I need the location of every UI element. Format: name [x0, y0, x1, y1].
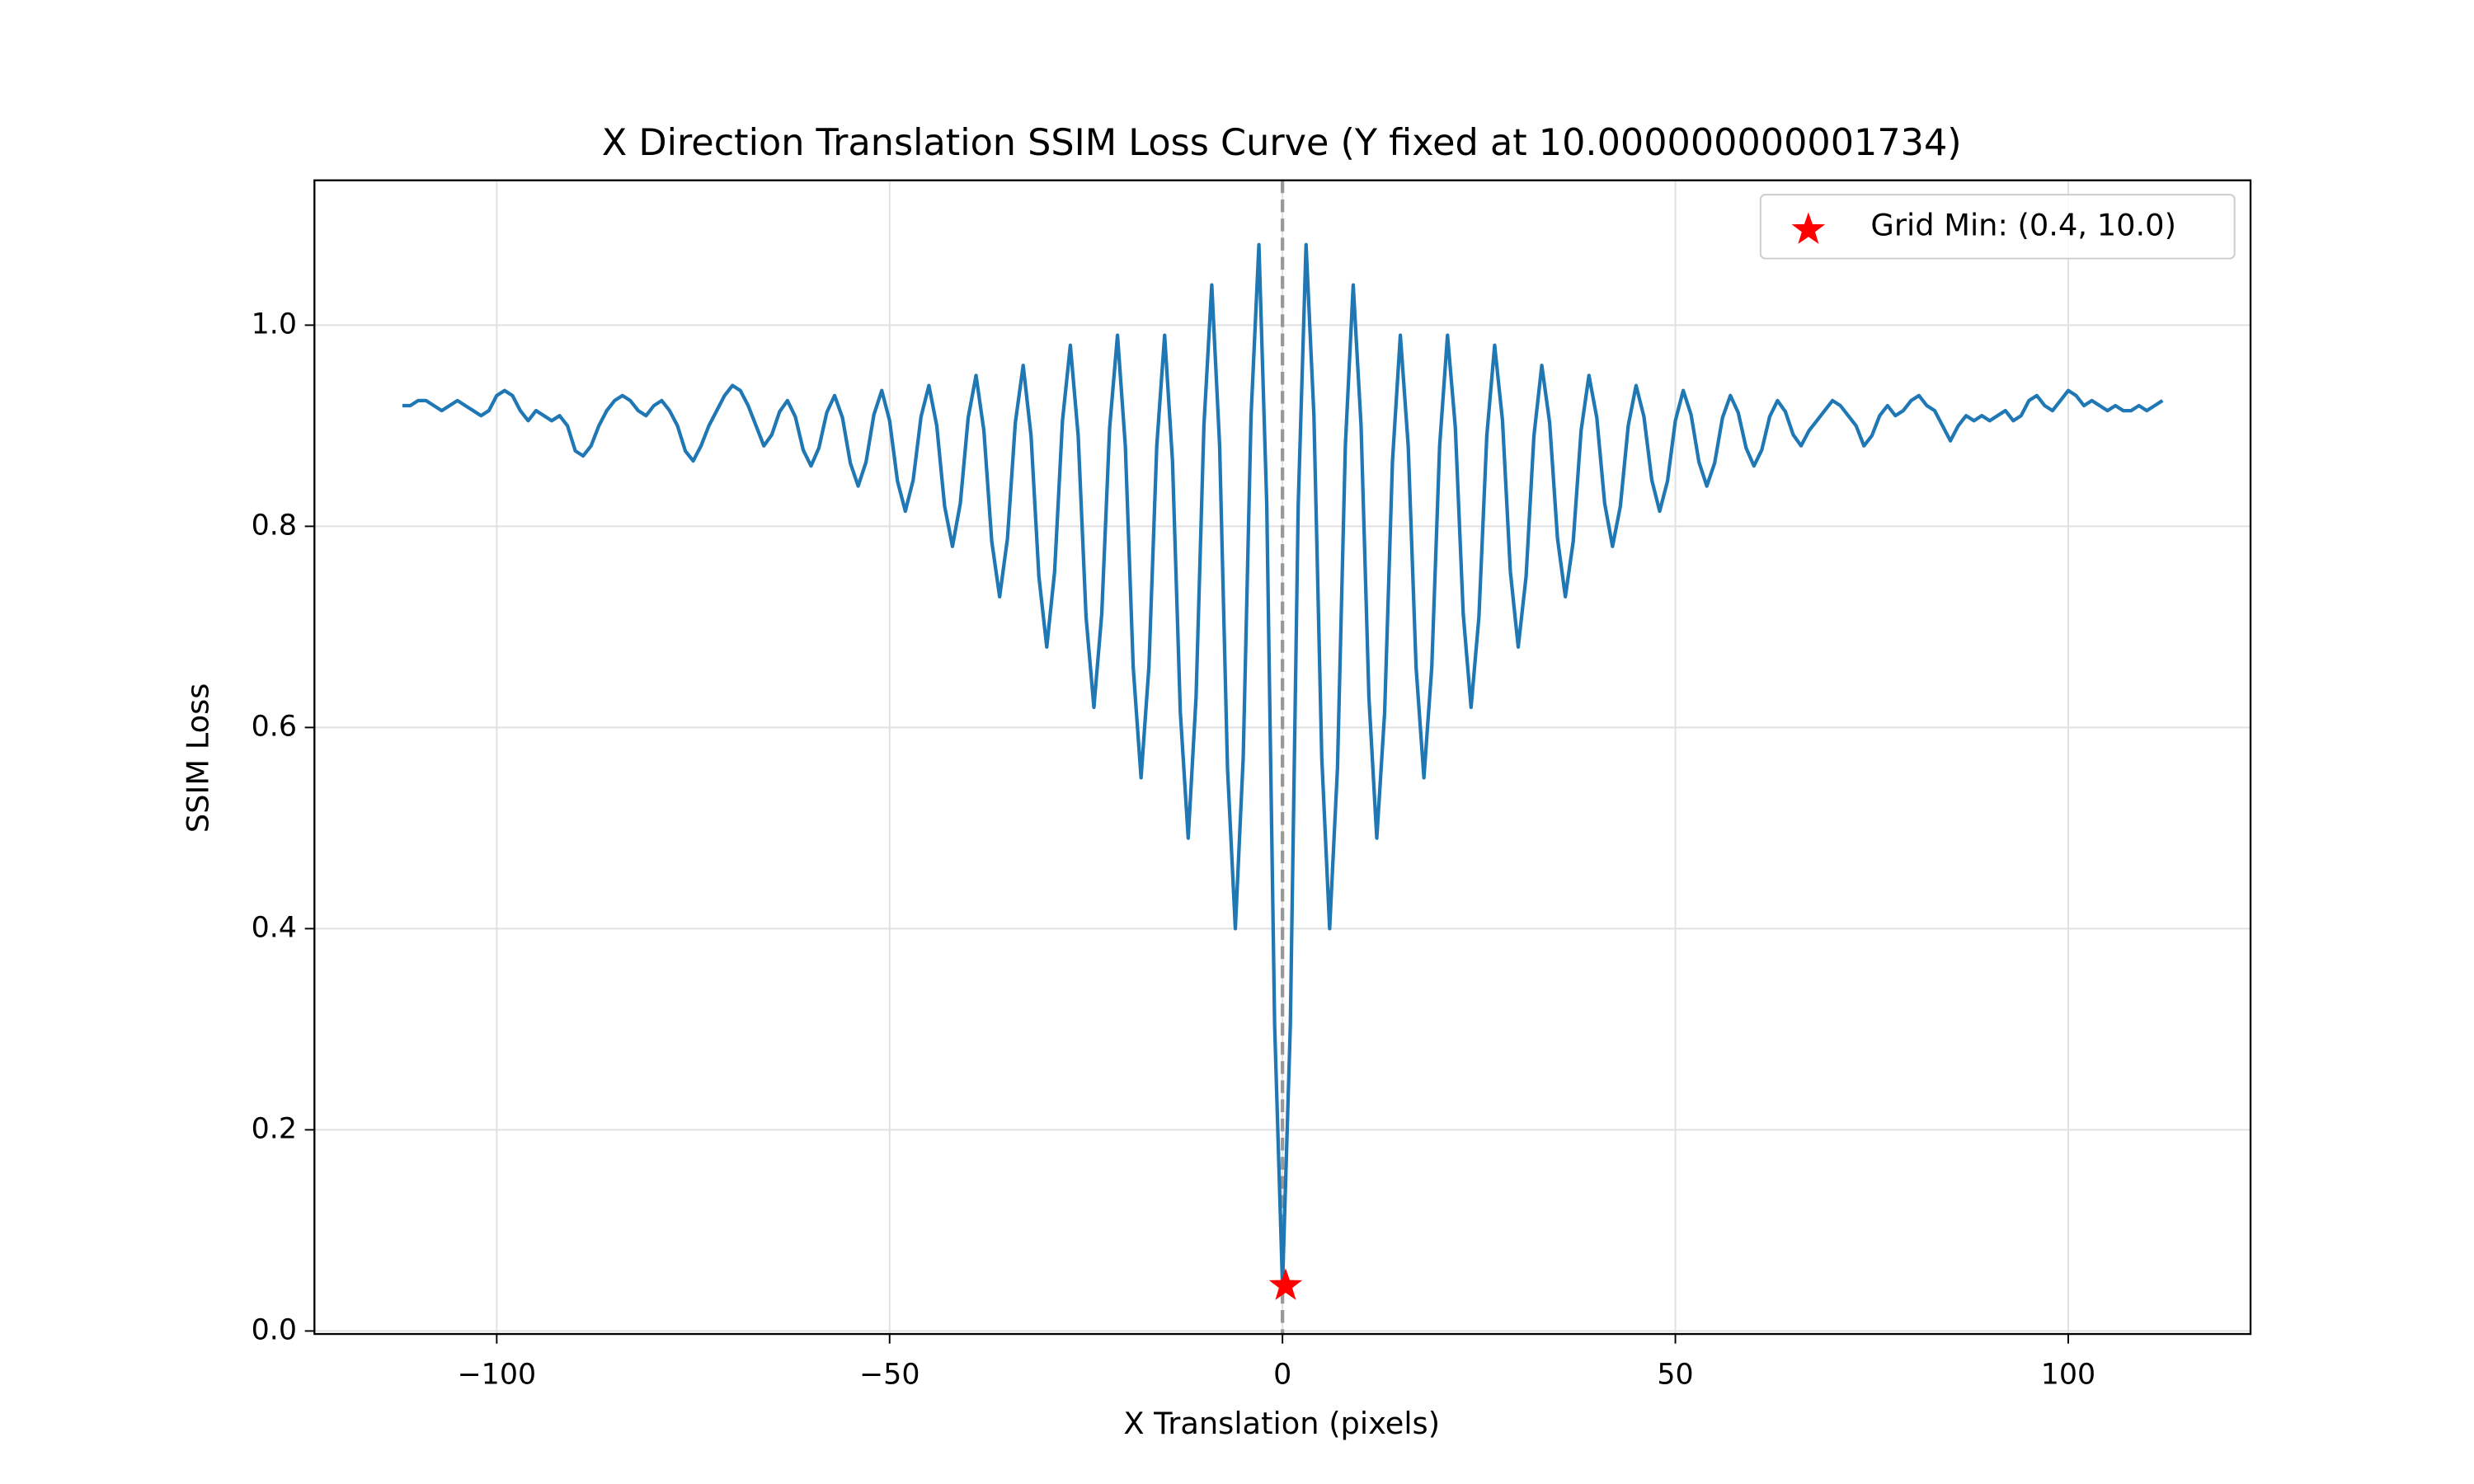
y-tick-label: 1.0	[252, 308, 297, 340]
x-tick-label: −50	[859, 1358, 920, 1391]
legend-box	[1759, 194, 2236, 260]
y-tick-label: 0.6	[252, 710, 297, 743]
x-tick-label: −100	[458, 1358, 537, 1391]
plot-frame	[313, 179, 2252, 1336]
x-tick-label: 100	[2041, 1358, 2095, 1391]
x-tick-label: 50	[1657, 1358, 1693, 1391]
y-axis-label: SSIM Loss	[180, 683, 215, 834]
legend-symbol	[1791, 212, 1826, 244]
x-tick-label: 0	[1273, 1358, 1291, 1391]
y-tick-label: 0.8	[252, 509, 297, 542]
legend-label: Grid Min: (0.4, 10.0)	[1870, 207, 2176, 242]
x-axis-label: X Translation (pixels)	[1123, 1406, 1440, 1441]
y-tick-label: 0.4	[252, 911, 297, 944]
y-tick-label: 0.2	[252, 1112, 297, 1145]
chart-title: X Direction Translation SSIM Loss Curve …	[602, 122, 1962, 164]
y-tick-label: 0.0	[252, 1313, 297, 1346]
min-marker	[1268, 1268, 1303, 1300]
